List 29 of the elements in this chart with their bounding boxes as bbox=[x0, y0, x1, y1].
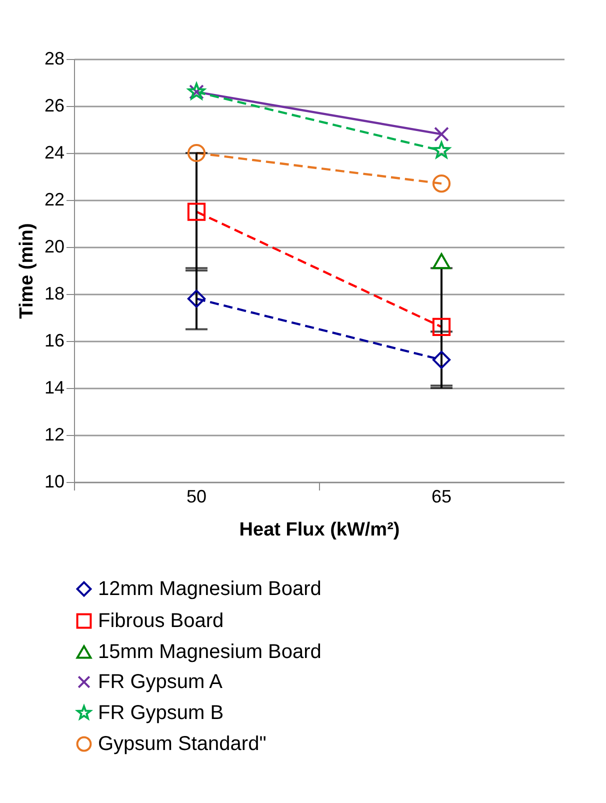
y-tick-label: 22 bbox=[44, 190, 64, 210]
point bbox=[187, 202, 206, 221]
y-tick-label: 20 bbox=[44, 236, 64, 256]
legend-label: 12mm Magnesium Board bbox=[98, 578, 322, 600]
point bbox=[432, 174, 451, 193]
point bbox=[434, 126, 449, 142]
point bbox=[432, 350, 451, 369]
point bbox=[432, 142, 450, 158]
x-tick-label: 65 bbox=[431, 486, 452, 506]
legend-label: 15mm Magnesium Board bbox=[98, 641, 322, 663]
y-tick-label: 14 bbox=[44, 378, 64, 398]
legend-label: FR Gypsum A bbox=[98, 671, 224, 693]
legend-label: Gypsum Standard" bbox=[98, 733, 266, 755]
y-tick-label: 26 bbox=[44, 96, 64, 116]
y-tick-label: 12 bbox=[44, 424, 64, 444]
x-axis-title: Heat Flux (kW/m²) bbox=[239, 520, 400, 540]
x-tick-label: 50 bbox=[186, 486, 207, 506]
y-tick-label: 10 bbox=[44, 472, 64, 492]
point bbox=[187, 144, 206, 162]
point bbox=[187, 290, 206, 308]
point bbox=[432, 318, 451, 336]
legend-label: FR Gypsum B bbox=[98, 702, 224, 724]
legend-label: Fibrous Board bbox=[98, 610, 224, 632]
point bbox=[432, 253, 451, 270]
y-tick-label: 28 bbox=[44, 48, 64, 68]
y-tick-label: 24 bbox=[44, 142, 64, 162]
y-tick-label: 16 bbox=[44, 330, 64, 350]
y-axis-title: Time (min) bbox=[16, 223, 38, 319]
y-tick-label: 18 bbox=[44, 284, 64, 304]
